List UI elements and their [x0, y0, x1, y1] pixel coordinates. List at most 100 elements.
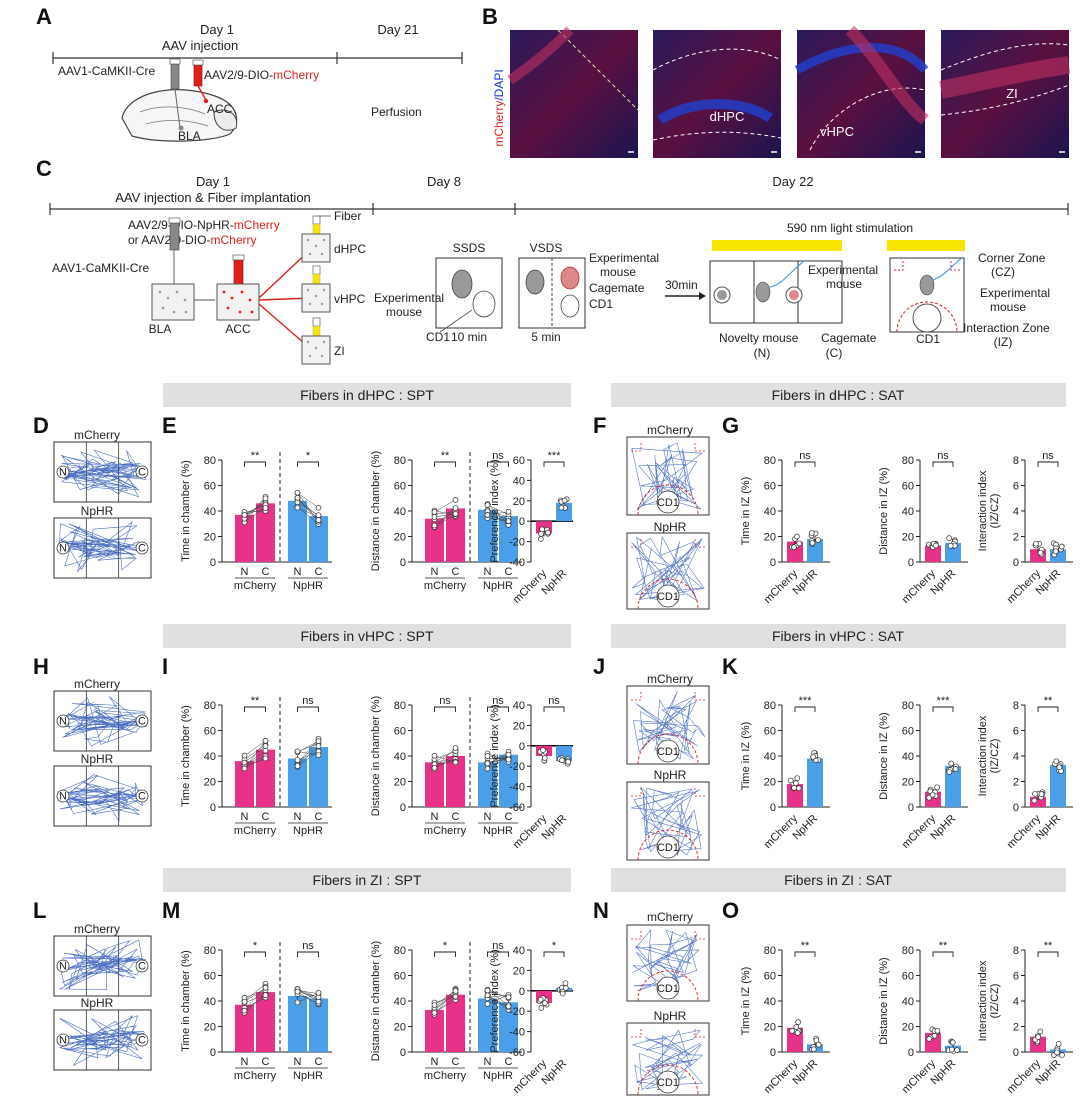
data-point	[241, 998, 248, 1005]
annotation: Interaction Zone	[963, 321, 1050, 335]
pair-line	[434, 747, 456, 769]
y-tick-label: 40	[513, 700, 525, 712]
corner-zone	[694, 537, 705, 548]
data-point	[792, 780, 799, 787]
data-point	[1038, 791, 1045, 798]
pair-line	[434, 509, 456, 528]
data-point	[262, 755, 269, 762]
interval-label: 30min	[665, 278, 698, 292]
sig-bracket	[794, 706, 816, 712]
panel-letter: K	[722, 654, 738, 679]
fiber-target-vhpc	[301, 265, 331, 313]
y-tick-label: 40	[204, 751, 216, 763]
sig-label: ***	[937, 695, 951, 707]
x-tick-label: N	[431, 1056, 439, 1068]
data-point	[809, 540, 816, 546]
data-point	[431, 1009, 438, 1016]
panel-letter: I	[162, 654, 168, 679]
step-label: Perfusion	[371, 105, 422, 119]
pair-line	[434, 508, 456, 526]
data-point	[540, 747, 546, 753]
data-point	[1052, 548, 1059, 555]
track-title: mCherry	[74, 922, 120, 936]
cup-c	[135, 465, 149, 479]
y-tick-label: 80	[764, 945, 776, 957]
panel-letter: N	[593, 898, 609, 923]
y-tick-label: 80	[902, 945, 914, 957]
panel-letter: M	[162, 898, 180, 923]
y-axis-label: Distance in chamber (%)	[370, 941, 382, 1061]
cd1-label: CD1	[657, 1077, 679, 1089]
y-tick-label: 2	[1013, 777, 1019, 789]
y-tick-label: 20	[204, 532, 216, 544]
cup-label: N	[59, 791, 67, 803]
interaction-zone	[637, 970, 699, 1002]
y-tick-label: 0	[519, 741, 525, 753]
cd1-cup	[656, 490, 680, 514]
data-point	[431, 765, 438, 771]
row-panel-letters: D E F G H I J K L M N O	[33, 413, 739, 923]
y-tick-label: 20	[764, 532, 776, 544]
data-point	[947, 542, 954, 549]
y-tick-label: 40	[513, 475, 525, 487]
pair-line	[434, 989, 456, 1008]
pair-line	[244, 987, 266, 1002]
y-tick-label: 60	[204, 971, 216, 983]
data-point	[934, 784, 940, 791]
micrograph-acc	[507, 26, 639, 158]
movement-trace	[631, 442, 703, 511]
data-point	[948, 760, 955, 767]
bar	[256, 749, 275, 807]
x-tick-label: C	[452, 811, 460, 823]
y-axis-label: Distance in IZ (%)	[878, 957, 890, 1044]
y-tick-label: 0	[1013, 802, 1019, 814]
data-point	[452, 496, 459, 503]
data-point	[1037, 549, 1044, 556]
y-tick-label: 80	[764, 700, 776, 712]
pair-line	[244, 740, 266, 756]
bar	[478, 509, 497, 562]
data-point	[926, 1035, 933, 1042]
data-point	[559, 757, 565, 764]
y-tick-label: 0	[210, 557, 216, 569]
pair-line	[434, 511, 456, 515]
corner-zone	[694, 929, 705, 940]
bar	[807, 758, 823, 807]
cup-label: C	[138, 1035, 146, 1047]
pair-line	[244, 994, 266, 1013]
y-tick-label: 60	[764, 971, 776, 983]
pair-line	[434, 755, 456, 763]
y-tick-label: 60	[902, 971, 914, 983]
duration-label: 5 min	[531, 330, 560, 344]
y-tick-label: -20	[509, 537, 525, 549]
data-point	[538, 536, 544, 542]
cup-label: C	[138, 716, 146, 728]
data-point	[431, 1002, 438, 1008]
y-axis-label: Preference index (%)	[489, 459, 501, 562]
pair-line	[297, 750, 319, 768]
data-point	[1053, 758, 1060, 765]
y-tick-label: 40	[394, 506, 406, 518]
data-point	[952, 766, 959, 772]
bar	[235, 1004, 254, 1052]
movement-trace	[57, 774, 147, 822]
bar	[499, 754, 518, 807]
data-point	[505, 994, 512, 1001]
y-tick-label: 6	[1013, 726, 1019, 738]
annotation: Corner Zone	[978, 251, 1046, 265]
panel-letter: L	[33, 898, 46, 923]
pair-line	[297, 507, 319, 518]
sig-bracket	[434, 706, 456, 712]
y-tick-label: 60	[394, 971, 406, 983]
y-tick-label: 20	[764, 1022, 776, 1034]
data-point	[538, 1005, 545, 1011]
bar	[945, 766, 961, 807]
pair-line	[487, 997, 509, 1008]
pair-line	[297, 506, 319, 525]
